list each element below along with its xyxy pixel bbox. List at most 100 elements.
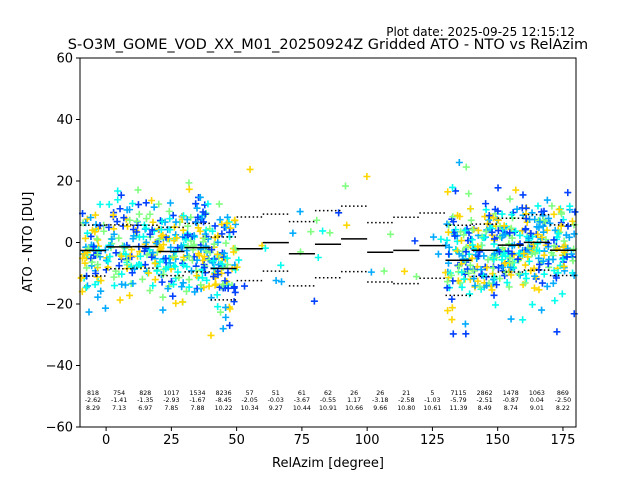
- scatter-point: [143, 251, 151, 259]
- bin-count-label: 5: [430, 390, 434, 397]
- scatter-point: [171, 263, 179, 271]
- scatter-point: [187, 213, 195, 221]
- scatter-point: [83, 215, 91, 223]
- scatter-point: [335, 209, 343, 217]
- scatter-point: [179, 261, 187, 269]
- scatter-point: [212, 280, 220, 288]
- scatter-point: [319, 227, 327, 235]
- scatter-point: [183, 263, 191, 271]
- scatter-point: [187, 267, 195, 275]
- scatter-point: [129, 226, 137, 234]
- scatter-point: [521, 279, 529, 287]
- scatter-point: [126, 216, 134, 224]
- bin-count-label: 1478: [503, 390, 519, 397]
- scatter-point: [477, 241, 485, 249]
- scatter-point: [538, 306, 546, 314]
- scatter-point: [494, 227, 502, 235]
- scatter-point: [110, 282, 118, 290]
- scatter-point: [448, 316, 456, 324]
- scatter-point: [560, 237, 568, 245]
- scatter-point: [235, 256, 243, 264]
- scatter-point: [367, 268, 375, 276]
- scatter-point: [380, 267, 388, 275]
- scatter-point: [448, 304, 456, 312]
- y-tick-label: −40: [46, 359, 73, 374]
- x-tick-label: 75: [294, 433, 311, 448]
- scatter-point: [465, 190, 473, 198]
- bin-count-label: 869: [557, 390, 569, 397]
- scatter-point: [261, 244, 269, 252]
- scatter-point: [141, 261, 149, 269]
- scatter-point: [449, 218, 457, 226]
- scatter-point: [508, 211, 516, 219]
- bin-count-label: 754: [113, 390, 125, 397]
- scatter-point: [480, 272, 488, 280]
- scatter-point: [543, 226, 551, 234]
- scatter-point: [215, 200, 223, 208]
- scatter-point: [443, 284, 451, 292]
- scatter-point: [525, 257, 533, 265]
- scatter-point: [159, 231, 167, 239]
- scatter-point: [196, 193, 204, 201]
- scatter-point: [443, 236, 451, 244]
- scatter-point: [490, 291, 498, 299]
- scatter-point: [471, 282, 479, 290]
- scatter-point: [209, 227, 217, 235]
- scatter-point: [155, 200, 163, 208]
- scatter-point: [466, 275, 474, 283]
- y-tick-label: −60: [46, 421, 73, 436]
- scatter-point: [159, 271, 167, 279]
- scatter-point: [159, 306, 167, 314]
- scatter-point: [481, 213, 489, 221]
- bin-count-label: 8236: [216, 390, 232, 397]
- scatter-point: [193, 219, 201, 227]
- scatter-point: [183, 287, 191, 295]
- scatter-point: [185, 185, 193, 193]
- scatter-point: [185, 179, 193, 187]
- scatter-point: [83, 264, 91, 272]
- scatter-point: [148, 226, 156, 234]
- x-tick-label: 125: [420, 433, 445, 448]
- scatter-point: [558, 290, 566, 298]
- scatter-point: [434, 250, 442, 258]
- scatter-point: [219, 325, 227, 333]
- scatter-point: [169, 211, 177, 219]
- bin-annotations: 818-2.628.29 754-1.417.13 828-1.356.97 1017…: [85, 390, 571, 412]
- scatter-point: [185, 276, 193, 284]
- scatter-point: [467, 216, 475, 224]
- scatter-point: [461, 320, 469, 328]
- scatter-point: [87, 232, 95, 240]
- scatter-point: [482, 200, 490, 208]
- scatter-point: [145, 246, 153, 254]
- scatter-point: [100, 227, 108, 235]
- scatter-point: [501, 272, 509, 280]
- scatter-point: [556, 261, 564, 269]
- scatter-point: [565, 233, 573, 241]
- scatter-point: [540, 251, 548, 259]
- scatter-point: [534, 231, 542, 239]
- scatter-point: [185, 253, 193, 261]
- scatter-point: [490, 235, 498, 243]
- scatter-point: [493, 281, 501, 289]
- scatter-point: [490, 255, 498, 263]
- scatter-point: [97, 277, 105, 285]
- scatter-point: [494, 207, 502, 215]
- scatter-point: [516, 231, 524, 239]
- scatter-point: [170, 237, 178, 245]
- scatter-point: [156, 258, 164, 266]
- scatter-point: [217, 308, 225, 316]
- scatter-point: [483, 281, 491, 289]
- scatter-point: [110, 230, 118, 238]
- scatter-point: [508, 259, 516, 267]
- scatter-point: [447, 271, 455, 279]
- scatter-point: [136, 252, 144, 260]
- scatter-point: [462, 163, 470, 171]
- scatter-point: [148, 253, 156, 261]
- scatter-point: [451, 232, 459, 240]
- scatter-point: [92, 270, 100, 278]
- scatter-point: [146, 230, 154, 238]
- scatter-point: [81, 234, 89, 242]
- scatter-point: [213, 291, 221, 299]
- scatter-point: [458, 268, 466, 276]
